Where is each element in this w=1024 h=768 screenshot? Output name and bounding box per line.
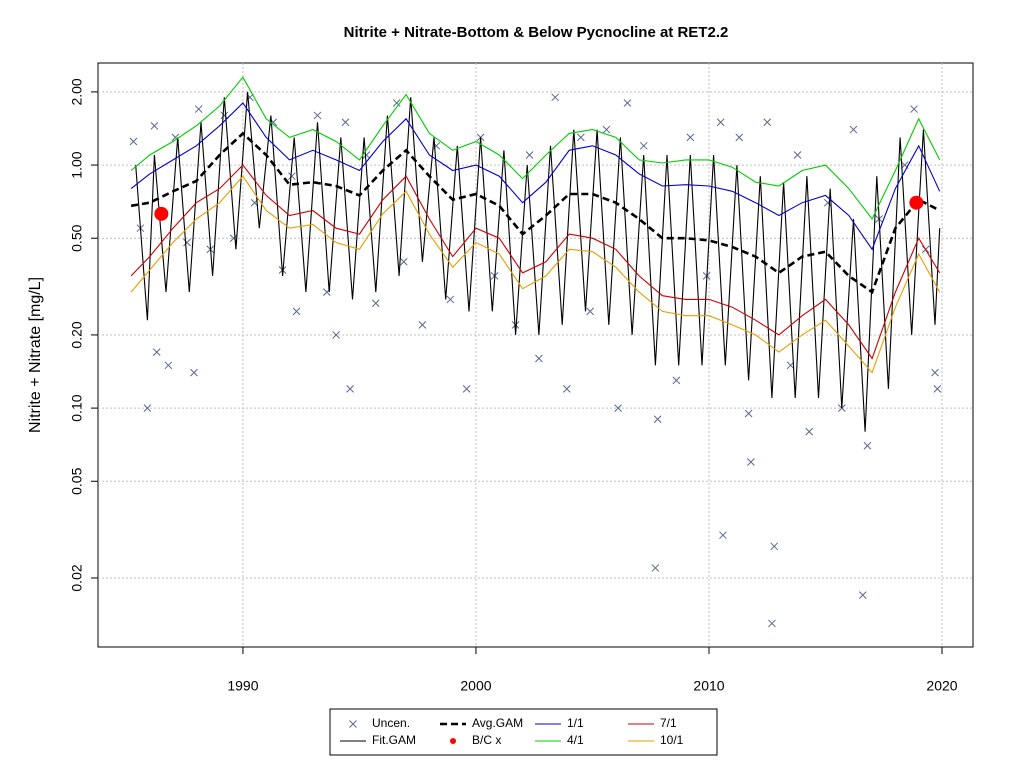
data-point [716,118,725,127]
data-point [623,99,632,107]
data-point [909,195,924,210]
data-point [288,172,296,181]
data-point [586,307,594,316]
legend-label: Avg.GAM [472,716,523,730]
series-line [130,131,941,295]
data-point [686,133,695,142]
data-point [793,151,802,159]
data-point [535,354,543,363]
data-point [446,295,455,304]
data-point [763,118,772,127]
x-tick-label: 2000 [460,678,491,694]
data-point [863,441,872,450]
data-point [332,331,341,339]
data-point [653,415,662,424]
legend-swatch [349,720,357,728]
legend-swatch [450,738,456,744]
x-tick-label: 1990 [227,678,258,694]
data-point [744,409,753,418]
data-point [152,348,161,356]
series-line [130,164,941,360]
y-tick-label: 0.10 [69,394,85,421]
series-line [130,76,941,221]
data-point [735,133,744,142]
y-tick-label: 0.02 [69,564,85,591]
legend-label: 4/1 [567,733,584,747]
data-point [525,151,534,159]
data-point [858,591,867,599]
x-tick-label: 2010 [693,678,724,694]
data-point [418,321,427,329]
data-point [805,427,814,436]
data-point [910,105,918,113]
legend-label: B/C x [472,733,501,747]
data-point [194,105,203,113]
legend-item: 7/1 [628,716,677,730]
y-axis-label: Nitrite + Nitrate [mg/L] [27,277,44,433]
data-point [562,385,571,393]
data-point [551,93,560,102]
data-point [672,376,681,385]
series-line [135,91,941,432]
data-point [719,531,727,540]
data-point [931,368,939,377]
data-point [933,385,942,393]
series-line [130,175,941,374]
legend-item: B/C x [450,733,501,747]
data-point [183,238,191,247]
data-point [399,257,408,266]
data-point [639,141,648,150]
legend-item: Avg.GAM [440,716,523,730]
y-tick-label: 1.00 [69,151,85,178]
series-line [130,102,941,251]
data-point [371,299,380,308]
legend-label: Fit.GAM [372,733,416,747]
y-tick-label: 0.05 [69,467,85,494]
y-tick-label: 0.50 [69,224,85,251]
data-point [150,121,159,130]
legend-label: 7/1 [660,716,677,730]
legend-box [329,708,718,756]
legend-label: 10/1 [660,733,684,747]
data-point [341,118,350,127]
data-point [768,619,776,628]
data-point [220,111,229,120]
data-point [770,542,779,551]
chart-title: Nitrite + Nitrate-Bottom & Below Pycnocl… [344,24,729,41]
data-point [292,307,301,316]
legend-item: Uncen. [349,716,410,730]
data-point [602,125,611,134]
data-point [143,404,152,412]
data-point [190,368,198,377]
legend: Uncen. Fit.GAM Avg.GAM B/C x 1/1 4/1 7/1 10/1 [340,716,684,747]
data-point [346,385,354,393]
legend-item: 10/1 [628,733,684,747]
data-point [462,385,471,393]
data-point [614,404,622,412]
data-point [823,198,832,207]
data-point [154,206,169,221]
data-point [229,234,238,243]
data-point [849,125,858,134]
y-tick-label: 2.00 [69,78,85,105]
data-point [392,99,401,107]
legend-label: 1/1 [567,716,584,730]
data-point [313,111,322,120]
legend-item: 1/1 [535,716,584,730]
data-point [651,564,660,572]
x-tick-label: 2020 [926,678,957,694]
data-point [747,458,755,466]
data-point [576,133,585,142]
plot-frame [97,62,974,648]
data-point [511,321,520,329]
legend-label: Uncen. [372,716,410,730]
data-point [129,137,138,146]
data-point [164,361,173,370]
legend-item: 4/1 [535,733,584,747]
y-tick-label: 0.20 [69,321,85,348]
legend-item: Fit.GAM [340,733,416,747]
